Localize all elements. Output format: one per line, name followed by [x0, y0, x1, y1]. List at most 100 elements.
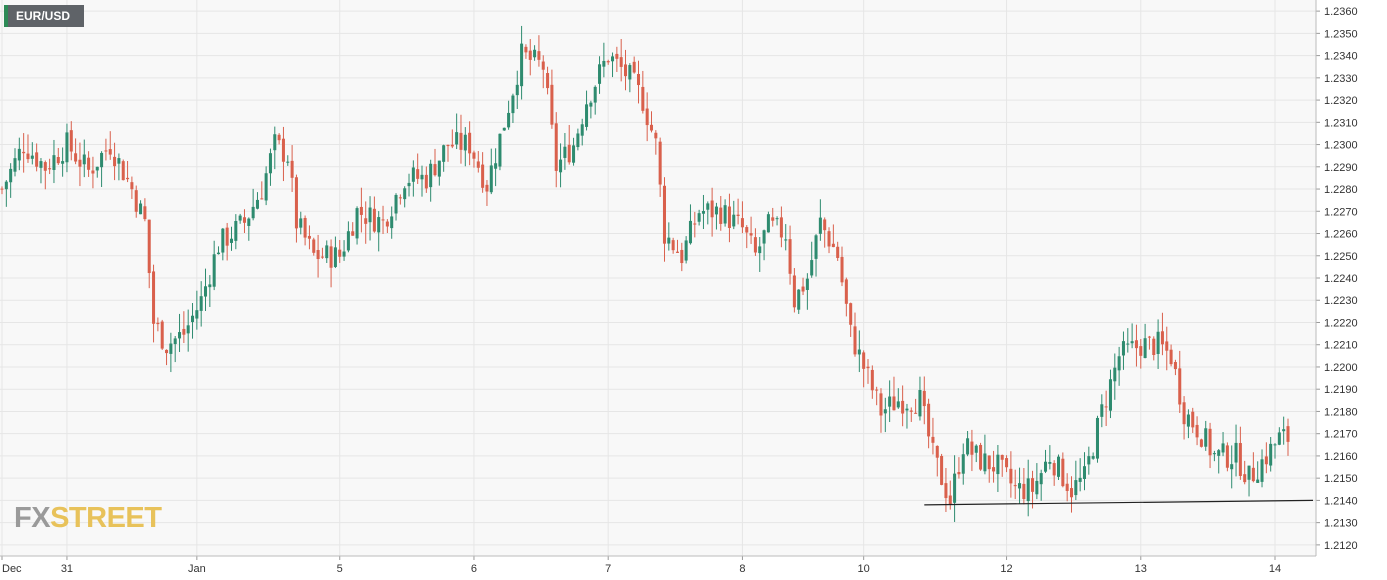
candle-body	[879, 393, 883, 416]
candle-body	[1056, 456, 1061, 477]
candle-body	[191, 315, 195, 323]
candle	[1126, 328, 1130, 353]
candle-body	[1026, 478, 1030, 502]
candle	[260, 181, 264, 200]
candle	[104, 138, 108, 161]
candle	[606, 59, 610, 65]
candle	[706, 201, 710, 225]
support-trendline[interactable]	[924, 499, 1314, 506]
candle	[572, 137, 576, 166]
candle-body	[1247, 465, 1251, 480]
candle	[1160, 312, 1164, 356]
x-tick-label: 5	[337, 563, 343, 575]
candle-body	[840, 256, 844, 283]
candle	[784, 224, 788, 251]
candle	[255, 192, 259, 210]
candle-body	[632, 61, 636, 73]
candle-body	[580, 124, 584, 136]
candle	[598, 56, 602, 94]
candle	[35, 143, 39, 172]
candle-body	[238, 215, 242, 221]
candle-body	[1147, 336, 1151, 338]
candle-body	[208, 284, 212, 288]
candle	[966, 430, 970, 457]
x-tick-label: 31	[61, 563, 73, 575]
candle	[775, 216, 779, 226]
candle	[307, 225, 311, 250]
candle-body	[39, 161, 43, 168]
y-tick-label: 1.2310	[1324, 117, 1358, 129]
candle	[905, 403, 909, 429]
candle-body	[100, 152, 104, 168]
candle	[615, 46, 619, 72]
x-tick-label: 8	[739, 563, 745, 575]
candle	[442, 144, 446, 172]
candle	[883, 397, 887, 433]
candle	[1234, 424, 1238, 477]
candle	[359, 187, 363, 233]
candle-body	[130, 182, 134, 190]
candle	[528, 38, 532, 76]
candle-body	[1204, 428, 1208, 447]
candle	[602, 42, 606, 78]
candle	[502, 127, 506, 131]
candle-body	[1069, 488, 1074, 498]
candle	[1260, 449, 1264, 488]
y-tick-label: 1.2140	[1324, 495, 1358, 507]
candle-body	[178, 332, 182, 339]
candle-body	[13, 158, 17, 172]
candle-body	[836, 246, 840, 258]
candle-body	[4, 181, 8, 190]
candle	[1005, 455, 1009, 473]
candle	[364, 201, 368, 244]
y-tick-label: 1.2360	[1324, 6, 1358, 18]
candle	[749, 216, 753, 244]
candle-body	[528, 50, 532, 60]
candle-body	[1238, 443, 1242, 476]
candle	[191, 303, 195, 339]
candle-body	[866, 366, 870, 369]
candle	[840, 246, 844, 287]
candle	[134, 185, 138, 218]
candle	[546, 66, 550, 95]
y-tick-label: 1.2130	[1324, 518, 1358, 530]
candle-body	[43, 162, 47, 171]
candle	[1143, 323, 1147, 359]
candle-body	[9, 168, 13, 183]
candle	[65, 123, 69, 173]
candle	[1087, 446, 1091, 475]
y-tick-label: 1.2210	[1324, 340, 1358, 352]
y-tick-label: 1.2320	[1324, 95, 1358, 107]
candle	[17, 137, 21, 171]
candle-body	[732, 214, 736, 227]
candle-body	[1104, 406, 1108, 408]
candle	[186, 309, 190, 352]
y-tick-label: 1.2170	[1324, 429, 1358, 441]
candle	[1065, 473, 1069, 502]
candle	[277, 133, 281, 145]
candle-body	[875, 389, 879, 391]
candle	[1269, 436, 1273, 472]
candle-body	[914, 412, 918, 414]
symbol-badge[interactable]: EUR/USD	[4, 5, 84, 27]
candle	[1108, 369, 1112, 419]
candle	[1165, 326, 1169, 371]
candle	[654, 130, 658, 155]
candle	[1225, 442, 1229, 472]
candle-body	[221, 228, 225, 253]
y-tick-label: 1.2220	[1324, 317, 1358, 329]
candle-body	[463, 134, 467, 151]
candle	[481, 152, 485, 193]
candle-body	[736, 214, 740, 216]
x-tick-label: 10	[858, 563, 870, 575]
candle	[1199, 438, 1203, 448]
candle	[156, 317, 160, 332]
candle-body	[286, 161, 290, 163]
y-tick-label: 1.2270	[1324, 206, 1358, 218]
candle-body	[95, 166, 99, 171]
candle	[225, 222, 229, 261]
candle-body	[1044, 461, 1048, 472]
y-tick-label: 1.2260	[1324, 229, 1358, 241]
candle	[935, 445, 939, 477]
candle	[242, 209, 246, 234]
